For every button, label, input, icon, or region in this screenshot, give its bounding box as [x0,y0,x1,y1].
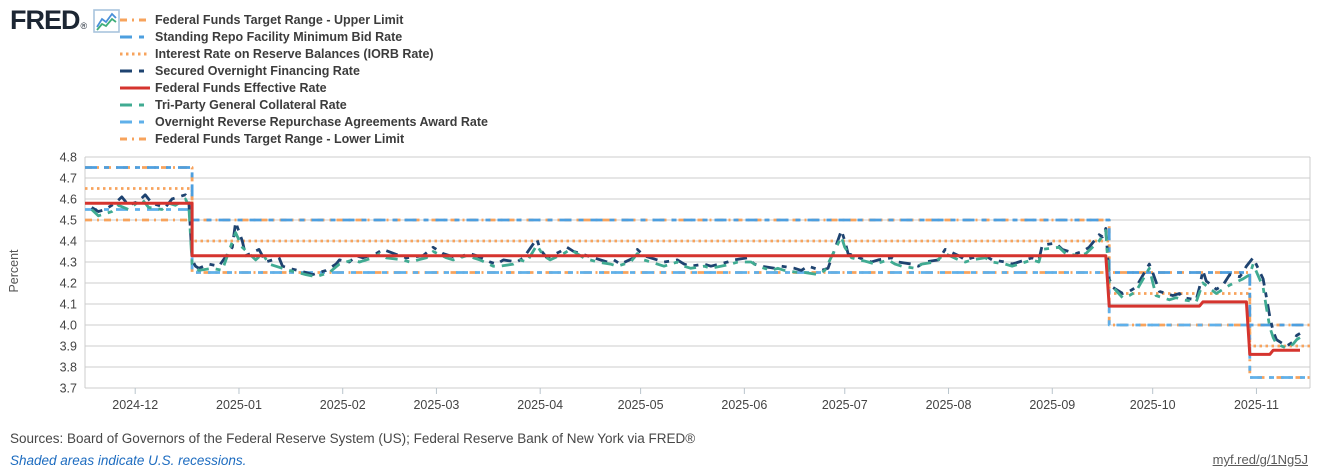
y-tick-label: 4.7 [60,172,77,186]
legend-swatch-srf [120,35,150,38]
legend-swatch-ff_upper [120,18,150,21]
legend: Federal Funds Target Range - Upper Limit… [120,11,488,147]
x-tick-label: 2025-03 [413,398,459,412]
graph-short-url-link[interactable]: myf.red/g/1Ng5J [1212,452,1308,467]
y-tick-label: 4.8 [60,151,77,165]
legend-swatch-iorb [120,52,150,55]
legend-item-ff_lower: Federal Funds Target Range - Lower Limit [120,130,488,147]
y-tick-label: 4.3 [60,256,77,270]
y-tick-label: 4.2 [60,277,77,291]
y-tick-label: 4.4 [60,235,77,249]
fred-logo-text: FRED [10,5,80,35]
x-tick-label: 2025-02 [320,398,366,412]
x-tick-label: 2025-05 [618,398,664,412]
y-tick-label: 4.5 [60,214,77,228]
series-line-sofr [90,193,1301,348]
legend-item-iorb: Interest Rate on Reserve Balances (IORB … [120,45,488,62]
y-axis-title: Percent [7,249,21,293]
x-tick-label: 2025-09 [1029,398,1075,412]
x-tick-label: 2024-12 [112,398,158,412]
legend-swatch-sofr [120,69,150,72]
legend-label: Federal Funds Target Range - Upper Limit [155,12,404,27]
legend-label: Federal Funds Effective Rate [155,80,327,95]
y-tick-label: 4.1 [60,298,77,312]
legend-label: Secured Overnight Financing Rate [155,63,360,78]
fred-logo[interactable]: FRED ® [10,6,120,38]
x-tick-label: 2025-10 [1130,398,1176,412]
legend-swatch-effr [120,86,150,89]
legend-item-onrrp: Overnight Reverse Repurchase Agreements … [120,113,488,130]
legend-swatch-tgcr [120,103,150,106]
series-line-ff_lower [85,218,1310,379]
legend-swatch-onrrp [120,120,150,123]
y-tick-label: 3.8 [60,361,77,375]
series-line-effr [85,201,1300,356]
series-line-iorb [85,187,1310,348]
legend-item-sofr: Secured Overnight Financing Rate [120,62,488,79]
y-tick-label: 4.6 [60,193,77,207]
legend-label: Overnight Reverse Repurchase Agreements … [155,114,488,129]
fred-line-graph-icon [93,9,120,38]
x-tick-label: 2025-04 [517,398,563,412]
y-tick-label: 3.7 [60,382,77,396]
x-tick-label: 2025-07 [822,398,868,412]
legend-label: Standing Repo Facility Minimum Bid Rate [155,29,403,44]
x-tick-label: 2025-08 [926,398,972,412]
recessions-note-link[interactable]: Shaded areas indicate U.S. recessions. [10,453,247,468]
legend-item-srf: Standing Repo Facility Minimum Bid Rate [120,28,488,45]
sources-note: Sources: Board of Governors of the Feder… [10,431,696,446]
series-line-srf [85,166,1310,327]
series-line-onrrp [85,208,1310,379]
legend-label: Interest Rate on Reserve Balances (IORB … [155,46,434,61]
legend-label: Federal Funds Target Range - Lower Limit [155,131,405,146]
x-tick-label: 2025-11 [1234,398,1279,412]
x-tick-label: 2025-01 [216,398,262,412]
legend-item-effr: Federal Funds Effective Rate [120,79,488,96]
legend-label: Tri-Party General Collateral Rate [155,97,347,112]
legend-item-ff_upper: Federal Funds Target Range - Upper Limit [120,11,488,28]
series-line-tgcr [90,197,1301,350]
series-line-ff_upper [85,166,1310,327]
y-tick-label: 4.0 [60,319,77,333]
legend-item-tgcr: Tri-Party General Collateral Rate [120,96,488,113]
legend-swatch-ff_lower [120,137,150,140]
registered-mark: ® [80,21,88,31]
x-tick-label: 2025-06 [721,398,767,412]
y-tick-label: 3.9 [60,340,77,354]
